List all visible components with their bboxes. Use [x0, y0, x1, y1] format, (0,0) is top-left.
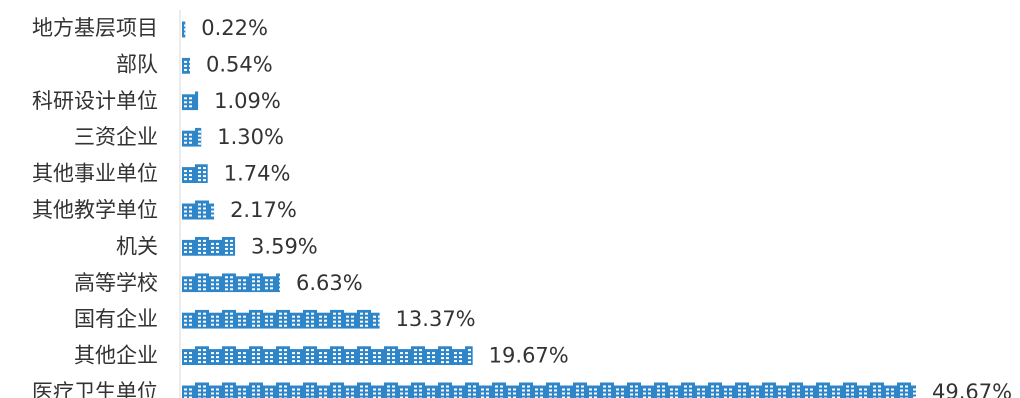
- building-icon: [398, 382, 425, 398]
- building-icon: [182, 382, 209, 398]
- value-label: 49.67%: [932, 380, 1012, 398]
- building-icon: [236, 382, 263, 398]
- building-icon: [425, 346, 452, 366]
- value-label: 2.17%: [230, 198, 297, 222]
- building-icon: [182, 346, 209, 366]
- building-icon: [182, 273, 209, 293]
- value-label: 3.59%: [251, 234, 318, 258]
- building-icon: [182, 200, 209, 220]
- category-label: 其他事业单位: [32, 162, 158, 186]
- building-icon: [371, 382, 398, 398]
- value-label: 1.30%: [217, 125, 284, 149]
- building-icon: [344, 382, 371, 398]
- building-icon: [371, 346, 398, 366]
- building-icon: [425, 382, 452, 398]
- building-icon: [263, 273, 280, 293]
- bar-机关: [182, 236, 236, 256]
- category-label: 地方基层项目: [32, 16, 158, 40]
- building-icon: [749, 382, 776, 398]
- building-icon: [263, 382, 290, 398]
- building-icon: [587, 382, 614, 398]
- building-icon: [182, 91, 199, 111]
- building-icon: [641, 382, 668, 398]
- building-icon: [344, 346, 371, 366]
- category-label: 高等学校: [74, 271, 158, 295]
- category-label: 部队: [116, 52, 158, 76]
- building-icon: [209, 309, 236, 329]
- building-icon: [695, 382, 722, 398]
- building-icon: [236, 309, 263, 329]
- value-label: 0.54%: [206, 52, 273, 76]
- value-label: 19.67%: [489, 344, 569, 368]
- building-icon: [290, 309, 317, 329]
- building-icon: [506, 382, 533, 398]
- bar-其他教学单位: [182, 200, 215, 220]
- building-icon: [182, 236, 209, 256]
- building-icon: [614, 382, 641, 398]
- value-label: 6.63%: [296, 271, 363, 295]
- building-icon: [479, 382, 506, 398]
- bar-科研设计单位: [182, 91, 199, 111]
- building-icon: [182, 127, 202, 147]
- building-icon: [317, 346, 344, 366]
- building-icon: [776, 382, 803, 398]
- bar-高等学校: [182, 273, 280, 293]
- building-icon: [290, 382, 317, 398]
- bar-其他事业单位: [182, 164, 208, 184]
- bar-其他企业: [182, 346, 473, 366]
- building-icon: [236, 273, 263, 293]
- building-icon: [452, 346, 473, 366]
- building-icon: [398, 346, 425, 366]
- building-icon: [236, 346, 263, 366]
- building-icon: [884, 382, 911, 398]
- bar-国有企业: [182, 309, 380, 329]
- building-icon: [560, 382, 587, 398]
- category-label: 其他企业: [74, 344, 158, 368]
- building-icon: [209, 236, 236, 256]
- bar-三资企业: [182, 127, 202, 147]
- building-icon: [182, 54, 190, 74]
- category-label: 三资企业: [74, 125, 158, 149]
- building-icon: [263, 309, 290, 329]
- building-icon: [857, 382, 884, 398]
- building-icon: [209, 273, 236, 293]
- building-icon: [452, 382, 479, 398]
- category-label: 科研设计单位: [32, 89, 158, 113]
- building-icon: [317, 382, 344, 398]
- category-label: 机关: [116, 234, 158, 258]
- building-icon: [371, 309, 380, 329]
- building-icon: [668, 382, 695, 398]
- value-label: 1.74%: [224, 162, 291, 186]
- building-icon: [344, 309, 371, 329]
- building-icon: [317, 309, 344, 329]
- value-label: 0.22%: [201, 16, 268, 40]
- category-label: 国有企业: [74, 307, 158, 331]
- bar-医疗卫生单位: [182, 382, 916, 398]
- value-label: 1.09%: [214, 89, 281, 113]
- value-label: 13.37%: [396, 307, 476, 331]
- building-icon: [803, 382, 830, 398]
- building-icon: [209, 382, 236, 398]
- building-icon: [290, 346, 317, 366]
- building-icon: [182, 309, 209, 329]
- building-icon: [722, 382, 749, 398]
- building-icon: [533, 382, 560, 398]
- category-label: 医疗卫生单位: [32, 380, 158, 398]
- building-icon: [830, 382, 857, 398]
- building-icon: [209, 346, 236, 366]
- bar-部队: [182, 54, 190, 74]
- building-icon: [263, 346, 290, 366]
- building-icon: [182, 164, 208, 184]
- category-label: 其他教学单位: [32, 198, 158, 222]
